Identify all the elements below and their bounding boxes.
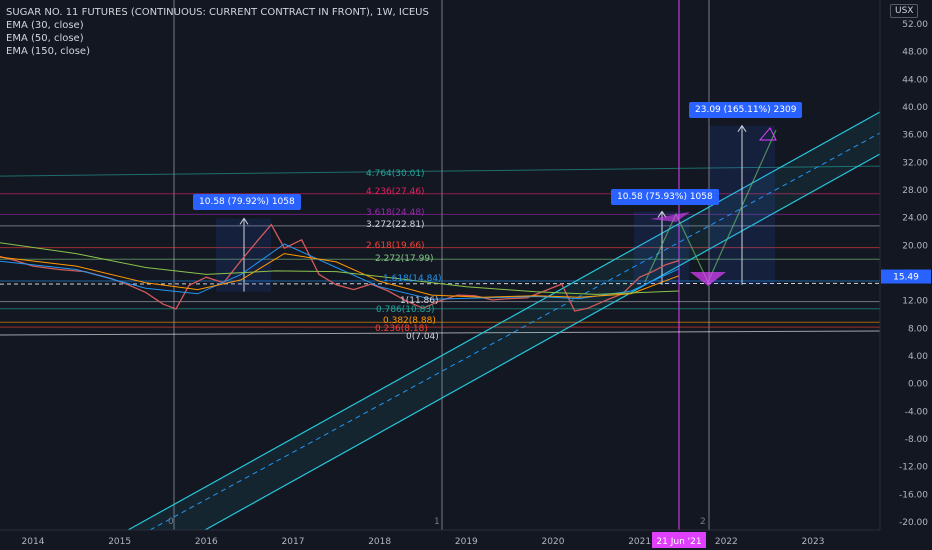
fib-label-11: 0(7.04) (406, 332, 439, 342)
fib-label-9: 0.382(8.88) (383, 316, 436, 326)
measure-label-2016[interactable]: 10.58 (79.92%) 1058 (193, 194, 301, 210)
x-tick-2022: 2022 (715, 537, 738, 547)
measure-label-target[interactable]: 23.09 (165.11%) 2309 (689, 102, 803, 118)
price-tag-background (881, 269, 931, 284)
x-tick-2023: 2023 (802, 537, 825, 547)
chart-series (0, 223, 679, 312)
vline-label-1: 1 (434, 517, 440, 527)
x-tick-2014: 2014 (22, 537, 45, 547)
fib-label-5: 2.272(17.99) (375, 254, 434, 264)
measure-arrowhead-1 (657, 210, 667, 218)
fib-label-8: 0.786(10.83) (376, 305, 435, 315)
x-tick-2015: 2015 (108, 537, 131, 547)
price-tag: 15.49 (893, 273, 919, 283)
x-tick-2016: 2016 (195, 537, 218, 547)
y-tick-8: 20.00 (902, 241, 928, 251)
y-tick-6: 28.00 (902, 186, 928, 196)
y-tick-13: 0.00 (908, 380, 928, 390)
y-tick-10: 12.00 (902, 297, 928, 307)
y-tick-18: -20.00 (899, 518, 928, 528)
fib-label-4: 2.618(19.66) (366, 241, 425, 251)
y-tick-4: 36.00 (902, 131, 928, 141)
y-tick-14: -4.00 (905, 407, 929, 417)
chart-lines (0, 0, 881, 531)
fib-label-7: 1(11.86) (400, 296, 439, 306)
y-tick-0: 52.00 (902, 20, 928, 30)
fib-labels: 4.764(30.01) 4.236(27.46) 3.618(24.48) 3.27… (168, 169, 706, 527)
measure-arrowhead-0 (239, 217, 249, 225)
y-tick-17: -16.00 (899, 490, 928, 500)
fib-label-2: 3.618(24.48) (366, 208, 425, 218)
projection-path (644, 129, 777, 284)
y-tick-1: 48.00 (902, 48, 928, 58)
vline-label-2: 2 (700, 517, 706, 527)
y-tick-16: -12.00 (899, 463, 928, 473)
fib-label-10: 0.236(8.18) (375, 324, 428, 334)
series-line-0 (0, 223, 679, 312)
date-tag-background (652, 532, 706, 548)
y-tick-5: 32.00 (902, 158, 928, 168)
chart-title: SUGAR NO. 11 FUTURES (CONTINUOUS: CURREN… (6, 7, 429, 18)
fib-level-0 (0, 165, 881, 177)
triangle-top-2 (758, 127, 777, 141)
legend-ema-30[interactable]: EMA (30, close) (6, 20, 84, 31)
series-line-2 (0, 253, 679, 298)
chart-legend: SUGAR NO. 11 FUTURES (CONTINUOUS: CURREN… (6, 6, 429, 58)
measure-arrowhead-2 (737, 124, 747, 132)
channel-mid-line (149, 132, 881, 531)
y-tick-3: 40.00 (902, 103, 928, 113)
legend-ema-150[interactable]: EMA (150, close) (6, 46, 90, 57)
x-tick-2019: 2019 (455, 537, 478, 547)
y-tick-2: 44.00 (902, 75, 928, 85)
y-tick-11: 8.00 (908, 324, 928, 334)
date-tag: 21 Jun '21 (656, 537, 701, 547)
fib-label-0: 4.764(30.01) (366, 169, 425, 179)
x-tick-2017: 2017 (282, 537, 305, 547)
triangle-top-1 (650, 212, 690, 222)
legend-ema-50[interactable]: EMA (50, close) (6, 33, 84, 44)
fib-label-6: 1.618(14.84) (383, 274, 442, 284)
x-tick-2020: 2020 (542, 537, 565, 547)
y-tick-12: 4.00 (908, 352, 928, 362)
fib-label-3: 3.272(22.81) (366, 220, 425, 230)
measure-label-2021[interactable]: 10.58 (75.93%) 1058 (611, 189, 719, 205)
series-line-1 (0, 243, 679, 300)
x-tick-2018: 2018 (368, 537, 391, 547)
channel-lower-line (204, 153, 881, 531)
channel-upper-line (127, 111, 881, 531)
series-line-3 (0, 242, 679, 295)
vline-label-0: 0 (168, 517, 174, 527)
y-tick-7: 24.00 (902, 214, 928, 224)
y-tick-15: -8.00 (905, 435, 929, 445)
fib-level-11 (0, 330, 881, 336)
currency-button[interactable]: USX (890, 4, 919, 18)
x-tick-2021: 2021 (628, 537, 651, 547)
fib-label-1: 4.236(27.46) (366, 187, 425, 197)
triangle-bottom (690, 272, 726, 286)
